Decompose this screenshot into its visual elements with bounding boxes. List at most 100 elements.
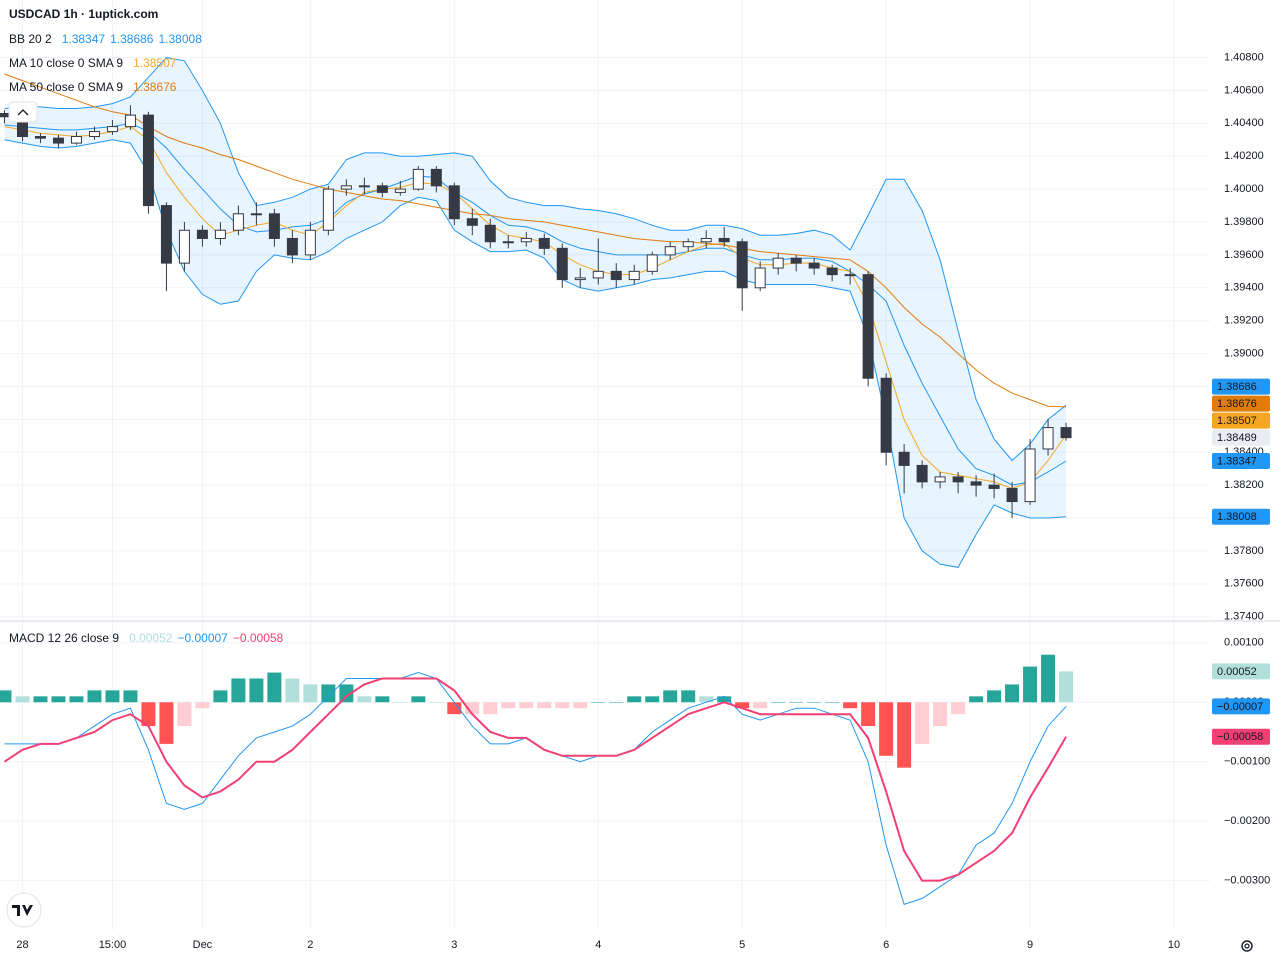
candle-body xyxy=(898,451,910,466)
y-tick-label: 0.00100 xyxy=(1224,637,1264,649)
histogram-bar xyxy=(573,702,588,709)
histogram-bar xyxy=(627,696,642,703)
legend-value: 0.00052 xyxy=(129,631,173,645)
candle-body xyxy=(646,254,658,272)
y-tick-label: 1.37600 xyxy=(1224,578,1264,590)
histogram-bar xyxy=(303,684,318,703)
candle-body xyxy=(754,267,766,289)
histogram-bar xyxy=(357,696,372,703)
histogram-bar xyxy=(915,702,930,744)
price-tag xyxy=(1212,395,1270,412)
histogram-bar xyxy=(411,696,426,703)
histogram-bar xyxy=(285,678,300,703)
histogram-bar xyxy=(177,702,192,727)
histogram-bar xyxy=(501,702,516,709)
histogram-bar xyxy=(843,702,858,709)
candle-body xyxy=(304,229,316,256)
price-tag xyxy=(1212,663,1270,680)
price-tag-label: 1.38507 xyxy=(1217,415,1257,427)
candle-body xyxy=(106,126,118,133)
histogram-bar xyxy=(933,702,948,727)
histogram-bar xyxy=(123,690,138,703)
candle-body xyxy=(1042,427,1054,450)
x-tick-label: 10 xyxy=(1168,939,1180,951)
candle-body xyxy=(322,188,334,231)
candle-body xyxy=(556,247,568,281)
candle-body xyxy=(592,270,604,279)
candle-body xyxy=(520,237,532,243)
price-tag-label: −0.00007 xyxy=(1217,701,1263,713)
logo-circle[interactable] xyxy=(6,892,42,928)
candle-body xyxy=(574,277,586,281)
y-tick-label: 1.39800 xyxy=(1224,216,1264,228)
histogram-bar xyxy=(969,696,984,703)
gear-hub[interactable] xyxy=(1244,943,1250,949)
collapse-icon[interactable] xyxy=(17,109,29,116)
y-tick-label: 1.39400 xyxy=(1224,282,1264,294)
histogram-bar xyxy=(807,702,822,703)
histogram-bar xyxy=(609,702,624,703)
candle-body xyxy=(826,267,838,276)
candle-body xyxy=(214,229,226,239)
candle-body xyxy=(808,262,820,269)
collapse-box[interactable] xyxy=(8,101,38,123)
price-tag xyxy=(1212,429,1270,446)
legend-entry: MACD 12 26 close 9 0.00052 −0.00007 −0.0005… xyxy=(9,631,284,645)
price-tag xyxy=(1212,412,1270,429)
x-tick-label: 6 xyxy=(883,939,889,951)
legend-value: 1.38686 xyxy=(110,32,154,46)
legend-label: MACD 12 26 close 9 xyxy=(9,631,119,645)
logo[interactable] xyxy=(6,892,42,928)
legend-entry: MA 10 close 0 SMA 9 1.38507 xyxy=(9,56,177,70)
x-tick-label: Dec xyxy=(193,939,213,951)
histogram-bar xyxy=(213,690,228,703)
candle-body xyxy=(970,481,982,486)
logo-mark[interactable] xyxy=(12,905,33,916)
candle-body xyxy=(700,237,712,243)
y-tick-label: 1.40400 xyxy=(1224,117,1264,129)
candle-body xyxy=(1006,487,1018,503)
candle-body xyxy=(466,218,478,226)
histogram-bar xyxy=(519,702,534,709)
candle-body xyxy=(988,484,1000,489)
price-tag xyxy=(1212,378,1270,395)
settings-icon[interactable] xyxy=(1241,940,1253,952)
histogram-bar xyxy=(393,702,408,703)
x-tick-label: 4 xyxy=(595,939,601,951)
candle-body xyxy=(934,476,946,483)
histogram-bar xyxy=(717,696,732,703)
candle-body xyxy=(52,137,64,144)
histogram-bar xyxy=(987,690,1002,703)
histogram-bar xyxy=(591,702,606,703)
candle-body xyxy=(538,237,550,249)
histogram-bar xyxy=(483,702,498,715)
histogram-bar xyxy=(897,702,912,768)
candle-body xyxy=(1024,448,1036,503)
candle-body xyxy=(286,237,298,256)
histogram-bar xyxy=(15,696,30,703)
legend-label: MA 10 close 0 SMA 9 xyxy=(9,56,123,70)
x-tick-label: 2 xyxy=(307,939,313,951)
candle-body xyxy=(916,464,928,483)
histogram-bar xyxy=(267,672,282,703)
candle-body xyxy=(502,241,514,244)
macd-line xyxy=(3,677,1067,882)
price-tag xyxy=(1212,508,1270,525)
legend-value: 1.38008 xyxy=(158,32,202,46)
y-tick-label: −0.00300 xyxy=(1224,875,1270,887)
collapse-button[interactable] xyxy=(8,101,38,123)
gear-ring[interactable] xyxy=(1241,940,1253,952)
price-tag-label: 1.38489 xyxy=(1217,432,1257,444)
price-tag-label: 1.38686 xyxy=(1217,381,1257,393)
legend-value: −0.00007 xyxy=(177,631,228,645)
candle-body xyxy=(124,114,136,128)
candle-body xyxy=(664,246,676,256)
y-tick-label: −0.00200 xyxy=(1224,815,1270,827)
candle-body xyxy=(88,131,100,137)
bb-band xyxy=(4,57,1067,568)
candle-body xyxy=(628,270,640,281)
y-tick-label: 1.40200 xyxy=(1224,150,1264,162)
y-tick-label: 1.40800 xyxy=(1224,51,1264,63)
